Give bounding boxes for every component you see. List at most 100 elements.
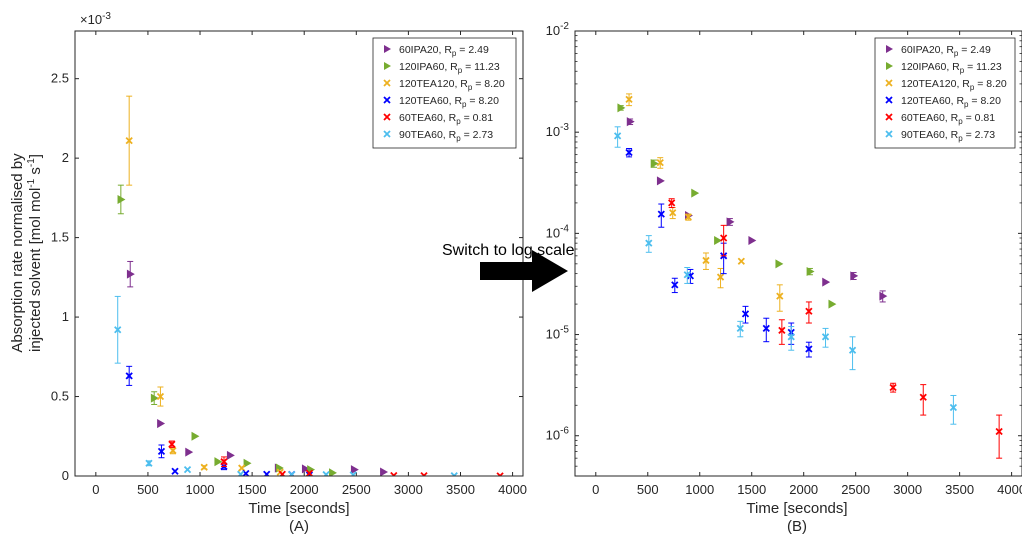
legend-a: 60IPA20, Rp = 2.49 120IPA60, Rp = 11.23 12… — [372, 37, 517, 149]
data-point — [949, 403, 958, 412]
data-point — [301, 464, 310, 474]
data-point — [822, 277, 831, 287]
y-tick-label-a: 0 — [62, 468, 69, 483]
x-tick-label-a: 3500 — [446, 482, 475, 497]
data-point — [183, 466, 192, 474]
y-tick-label-a: 1.5 — [51, 230, 69, 245]
data-point — [716, 273, 725, 281]
x-tick-label-b: 2500 — [841, 482, 870, 497]
y-axis-label-a-line1: Absorption rate normalised by — [9, 153, 26, 353]
data-point — [349, 471, 357, 476]
x-axis-label-b: Time [seconds] — [746, 500, 847, 517]
data-point — [683, 271, 691, 279]
data-point — [157, 447, 166, 456]
x-tick-label-a: 1500 — [238, 482, 267, 497]
y-tick-label-b: 10-2 — [546, 21, 570, 38]
data-point — [775, 259, 784, 269]
legend-box — [874, 37, 1016, 149]
data-point — [625, 148, 633, 157]
legend-box — [372, 37, 517, 149]
y-tick-label-b: 10-4 — [546, 223, 570, 240]
data-point — [805, 345, 813, 353]
x-tick-label-a: 2000 — [290, 482, 319, 497]
legend-entry-120IPA60: 120IPA60, Rp = 11.23 — [399, 61, 500, 75]
data-point — [669, 209, 677, 217]
data-point — [848, 346, 857, 354]
data-point — [787, 333, 795, 341]
data-point — [243, 458, 252, 468]
data-point — [684, 213, 692, 221]
legend-marker — [384, 62, 391, 70]
y-tick-label-b: 10-5 — [546, 325, 570, 342]
series-120TEA120-b — [625, 93, 784, 312]
series-60IPA20-b — [626, 117, 888, 303]
panel-label-b: (B) — [787, 518, 807, 535]
data-point — [157, 419, 166, 429]
data-point — [226, 450, 235, 460]
data-point — [329, 468, 337, 476]
data-point — [191, 431, 200, 441]
x-tick-label-b: 1000 — [685, 482, 714, 497]
series-90TEA60-a — [114, 295, 458, 476]
y-axis-label-a-line2: injected solvent [mol mol-1 s-1] — [26, 154, 44, 352]
data-point — [776, 292, 784, 300]
x-tick-label-a: 3000 — [394, 482, 423, 497]
series-90TEA60-b — [613, 126, 958, 425]
data-point — [168, 440, 176, 448]
data-point — [617, 103, 626, 113]
legend-entry-120TEA60: 120TEA60, Rp = 8.20 — [901, 95, 1001, 109]
data-point — [741, 310, 750, 318]
annotation-text: Switch to log scale — [442, 242, 575, 259]
y-tick-label-a: 1 — [62, 309, 69, 324]
axes-box-a — [74, 30, 524, 477]
data-point — [242, 469, 250, 476]
x-tick-label-a: 2500 — [342, 482, 371, 497]
legend-marker — [384, 45, 391, 53]
panel-a: 0 500 1000 1500 2000 2500 3000 3500 4000 0 0.5 1 1.5… — [9, 11, 527, 535]
data-point — [720, 234, 728, 242]
panel-b: 0 500 1000 1500 2000 2500 3000 3500 4000 10-6 10-5… — [546, 21, 1022, 535]
data-point — [748, 235, 757, 246]
data-point — [726, 217, 735, 227]
data-point — [828, 299, 837, 309]
data-point — [126, 269, 135, 279]
data-point — [657, 210, 665, 218]
legend-entry-60IPA20: 60IPA20, Rp = 2.49 — [901, 44, 991, 58]
data-point — [125, 372, 133, 380]
x-tick-label-b: 1500 — [737, 482, 766, 497]
axes-box-b — [574, 30, 1022, 477]
legend-entry-60IPA20: 60IPA20, Rp = 2.49 — [399, 44, 489, 58]
data-point — [185, 447, 194, 457]
data-point — [889, 383, 897, 392]
legend-entry-60TEA60: 60TEA60, Rp = 0.81 — [399, 112, 493, 126]
legend-entry-90TEA60: 90TEA60, Rp = 2.73 — [901, 129, 995, 143]
data-point — [736, 324, 744, 333]
data-point — [380, 467, 388, 476]
data-point — [805, 307, 813, 315]
data-point — [263, 470, 271, 476]
legend-entry-120TEA120: 120TEA120, Rp = 8.20 — [399, 78, 505, 92]
legend-b: 60IPA20, Rp = 2.49 120IPA60, Rp = 11.23 12… — [874, 37, 1016, 149]
data-point — [305, 469, 314, 476]
data-point — [156, 392, 165, 401]
data-layer-a — [114, 95, 504, 476]
data-point — [169, 446, 177, 455]
data-point — [350, 465, 359, 475]
data-point — [125, 137, 133, 145]
data-point — [171, 467, 179, 475]
legend-marker — [886, 45, 893, 53]
x-tick-label-b: 2000 — [789, 482, 818, 497]
y-tick-label-a: 2.5 — [51, 71, 69, 86]
data-point — [668, 199, 676, 207]
arrow-shape — [480, 250, 568, 292]
data-point — [821, 333, 830, 341]
data-point — [220, 458, 228, 466]
x-tick-label-b: 4000 — [997, 482, 1022, 497]
series-120TEA120-a — [125, 95, 284, 476]
data-point — [200, 463, 208, 471]
data-point — [714, 235, 723, 246]
x-tick-label-a: 4000 — [498, 482, 527, 497]
data-point — [278, 470, 286, 476]
y-tick-label-b: 10-3 — [546, 122, 570, 139]
